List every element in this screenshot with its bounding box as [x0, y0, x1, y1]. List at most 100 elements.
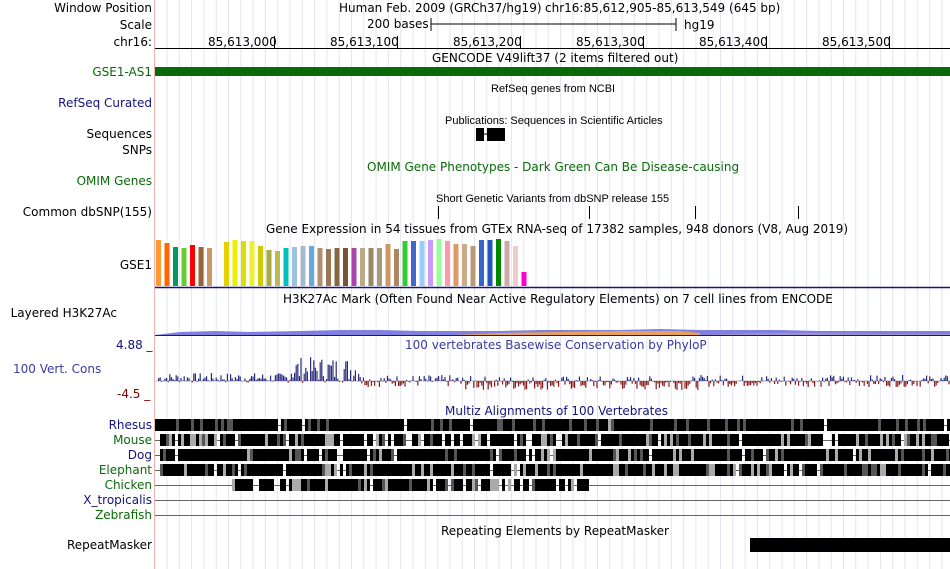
phylop-negative-score	[734, 381, 736, 387]
phylop-negative-score	[402, 381, 404, 384]
multiz-alignment-block	[784, 449, 787, 461]
phylop-positive-score	[452, 379, 454, 381]
multiz-alignment-block	[565, 464, 568, 476]
multiz-alignment-block	[754, 434, 757, 446]
multiz-alignment-block	[790, 464, 793, 476]
multiz-species-elephant[interactable]: Elephant	[98, 463, 152, 477]
multiz-alignment-block	[232, 434, 235, 446]
multiz-alignment-block	[614, 419, 617, 431]
phylop-negative-score	[409, 381, 411, 383]
phylop-negative-score	[639, 381, 641, 386]
multiz-species-dog[interactable]: Dog	[127, 448, 152, 462]
multiz-alignment-block	[214, 434, 217, 446]
multiz-alignment-block	[571, 464, 574, 476]
multiz-alignment-block	[398, 419, 401, 431]
multiz-alignment-block	[655, 449, 658, 461]
multiz-alignment-block	[301, 464, 304, 476]
multiz-species-chicken[interactable]: Chicken	[104, 478, 152, 492]
multiz-alignment-block	[437, 419, 440, 431]
multiz-alignment-block	[190, 449, 193, 461]
multiz-alignment-block	[406, 464, 409, 476]
assembly-name: Human Feb. 2009 (GRCh37/hg19)	[339, 1, 542, 15]
rmsk-track-label[interactable]: RepeatMasker	[66, 538, 152, 552]
multiz-alignment-block	[328, 464, 331, 476]
multiz-alignment-block	[679, 464, 682, 476]
multiz-alignment-block	[817, 449, 820, 461]
phylop-conservation-wiggle[interactable]	[155, 357, 950, 390]
phylop-negative-score	[594, 381, 596, 382]
multiz-alignment-block	[682, 464, 685, 476]
multiz-alignment-block	[160, 449, 163, 461]
phylop-positive-score	[567, 378, 569, 381]
refseq-track-label[interactable]: RefSeq Curated	[58, 96, 152, 110]
phylop-negative-score	[564, 381, 566, 385]
multiz-alignment-block	[226, 464, 229, 476]
multiz-alignment-block	[779, 419, 782, 431]
gencode-gene-bar[interactable]	[155, 67, 950, 76]
omim-track-label[interactable]: OMIM Genes	[76, 174, 152, 188]
multiz-alignment-block	[868, 464, 871, 476]
multiz-alignment-block	[883, 464, 886, 476]
publications-label-line2[interactable]: SNPs	[122, 143, 152, 157]
phylop-negative-score	[641, 381, 643, 387]
multiz-species-xtropicalis[interactable]: X_tropicalis	[83, 493, 152, 507]
multiz-alignment-block	[652, 464, 655, 476]
multiz-alignment-block	[946, 464, 949, 476]
multiz-alignment-block	[907, 464, 910, 476]
repeatmasker-element[interactable]	[750, 538, 950, 552]
phylop-negative-score	[622, 381, 624, 389]
dbsnp-track-label[interactable]: Common dbSNP(155)	[22, 205, 152, 219]
multiz-species-rhesus[interactable]: Rhesus	[108, 418, 152, 432]
ruler-tick-label: 85,613,500	[822, 35, 891, 49]
multiz-alignment-block	[619, 434, 622, 446]
phylop-positive-score	[207, 380, 209, 381]
multiz-alignment-block	[709, 464, 712, 476]
h3k27ac-track-label[interactable]: Layered H3K27Ac	[10, 306, 117, 320]
multiz-species-mouse[interactable]: Mouse	[113, 433, 152, 447]
phylop-positive-score	[922, 378, 924, 381]
multiz-alignment-block	[181, 449, 184, 461]
gtex-expression-bars[interactable]	[156, 239, 527, 286]
dbsnp-variants[interactable]	[438, 206, 799, 219]
multiz-alignment-block	[520, 434, 523, 446]
phylop-negative-score	[583, 381, 585, 386]
phylop-track-title: 100 vertebrates Basewise Conservation by…	[405, 338, 707, 352]
multiz-alignment-block	[860, 419, 863, 431]
multiz-alignment-block	[937, 464, 940, 476]
phylop-positive-score	[369, 379, 371, 381]
multiz-alignment-block	[380, 419, 383, 431]
multiz-alignment-block	[736, 449, 739, 461]
multiz-alignment-block	[226, 449, 229, 461]
multiz-alignment-block	[484, 434, 487, 446]
phylop-track-label[interactable]: 100 Vert. Cons	[13, 362, 102, 376]
multiz-alignment-block	[421, 449, 424, 461]
phylop-positive-score	[314, 367, 316, 381]
gtex-tissue-bar	[402, 241, 408, 286]
multiz-alignment-block	[817, 434, 820, 446]
multiz-alignment-block	[394, 434, 397, 446]
multiz-alignment-block	[347, 419, 350, 431]
multiz-alignment-block	[392, 419, 395, 431]
phylop-negative-score	[895, 381, 897, 387]
multiz-alignment-block	[905, 419, 908, 431]
gtex-gene-label[interactable]: GSE1	[119, 258, 152, 272]
multiz-alignment-block	[862, 449, 865, 461]
multiz-alignment-block	[920, 419, 923, 431]
multiz-alignment-block	[644, 419, 647, 431]
gencode-gene-label[interactable]: GSE1-AS1	[92, 65, 152, 79]
publications-label-line1[interactable]: Sequences	[86, 127, 152, 141]
multiz-alignment-block	[262, 434, 265, 446]
multiz-alignment-block	[943, 449, 946, 461]
multiz-alignment-block	[334, 464, 337, 476]
multiz-alignment-block	[898, 449, 901, 461]
multiz-alignment-block	[355, 464, 358, 476]
position-range[interactable]: chr16:85,612,905-85,613,549 (645 bp)	[545, 1, 781, 15]
multiz-alignment-block	[604, 434, 607, 446]
h3k27ac-signal[interactable]	[155, 329, 950, 336]
phylop-negative-score	[522, 381, 524, 386]
multiz-alignment-block	[454, 449, 457, 461]
publication-sequence-item[interactable]	[476, 128, 505, 141]
multiz-species-zebrafish[interactable]: Zebrafish	[95, 508, 152, 522]
multiz-alignments[interactable]	[155, 419, 950, 516]
